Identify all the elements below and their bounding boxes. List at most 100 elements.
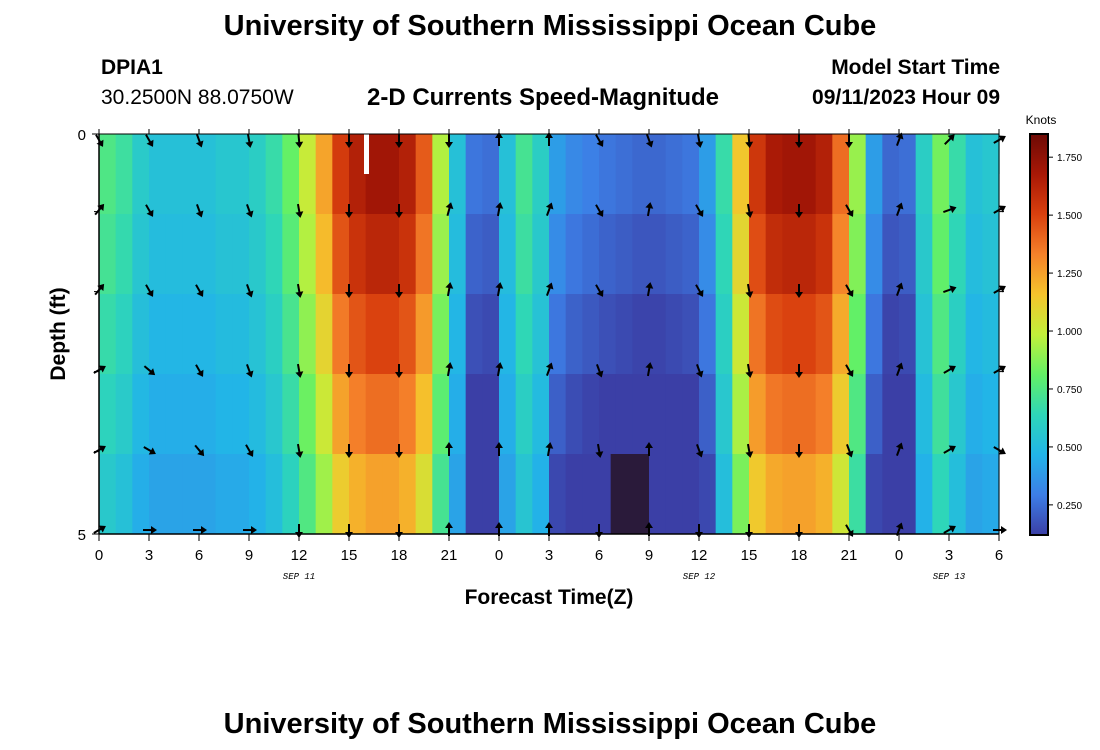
x-tick-label: 18: [391, 547, 408, 564]
heatmap-cell: [465, 214, 483, 294]
heatmap-cell: [465, 134, 483, 214]
heatmap-cell: [282, 374, 300, 454]
heatmap-cell: [899, 374, 917, 454]
heatmap-cell: [882, 374, 900, 454]
current-vectors: [93, 132, 1007, 538]
x-tick-label: 9: [645, 547, 653, 564]
heatmap-cell: [549, 454, 567, 534]
x-tick-label: 21: [441, 547, 458, 564]
heatmap-cell: [565, 294, 583, 374]
heatmap-cell: [449, 214, 467, 294]
current-vector-arrow: [195, 134, 204, 148]
colorbar-tick-label: 1.500: [1057, 211, 1082, 222]
current-vector-arrow: [445, 134, 453, 148]
heatmap-cell: [532, 374, 550, 454]
heatmap-cell: [182, 134, 200, 214]
heatmap-cell: [965, 134, 983, 214]
colorbar-tick-label: 1.750: [1057, 153, 1082, 164]
heatmap-cell: [849, 214, 867, 294]
current-vector-arrow: [645, 282, 654, 297]
heatmap-cell: [199, 214, 217, 294]
heatmap-cell: [582, 134, 600, 214]
heatmap-cell: [665, 454, 683, 534]
heatmap-cell: [882, 294, 900, 374]
heatmap-cell: [665, 214, 683, 294]
heatmap-cell: [632, 374, 650, 454]
heatmap-cell: [332, 374, 350, 454]
x-tick-label: 15: [741, 547, 758, 564]
heatmap-cell: [332, 134, 350, 214]
heatmap-cell: [899, 454, 917, 534]
heatmap-cell: [732, 134, 750, 214]
heatmap-cell: [582, 294, 600, 374]
heatmap-cell: [649, 374, 667, 454]
heatmap-cell: [199, 374, 217, 454]
current-vector-arrow: [993, 526, 1007, 534]
date-label: SEP 13: [933, 572, 966, 582]
heatmap-cell: [982, 454, 1000, 534]
heatmap-cell: [915, 454, 933, 534]
heatmap-cell: [582, 454, 600, 534]
current-vector-arrow: [194, 444, 205, 457]
heatmap-cell: [449, 134, 467, 214]
heatmap-cell: [682, 374, 700, 454]
current-vector-arrow: [143, 365, 156, 376]
heatmap-cell: [482, 294, 500, 374]
heatmap-cell: [382, 374, 400, 454]
heatmap-anomalies: [364, 134, 649, 534]
y-axis-label: Depth (ft): [47, 287, 70, 380]
current-vector-arrow: [943, 285, 957, 294]
colorbar-tick-label: 0.750: [1057, 385, 1082, 396]
heatmap-cell: [432, 134, 450, 214]
heatmap-cell: [215, 454, 233, 534]
heatmap-cell: [799, 454, 817, 534]
heatmap-cell: [615, 374, 633, 454]
heatmap-cell: [782, 374, 800, 454]
current-vector-arrow: [195, 284, 204, 297]
current-vector-arrow: [345, 444, 353, 458]
heatmap-cell: [949, 134, 967, 214]
heatmap-cell: [249, 134, 267, 214]
heatmap-cell: [199, 294, 217, 374]
current-vector-arrow: [845, 444, 854, 458]
current-vector-arrow: [645, 442, 653, 456]
x-tick-label: 6: [995, 547, 1003, 564]
heatmap-cell: [699, 214, 717, 294]
current-vector-arrow: [695, 364, 704, 378]
current-vector-arrow: [145, 204, 154, 217]
current-vector-arrow: [943, 525, 956, 534]
heatmap-cell: [99, 374, 117, 454]
colorbar-unit-label: Knots: [1026, 113, 1057, 127]
heatmap-cell: [899, 214, 917, 294]
current-vector-arrow: [845, 134, 853, 148]
current-vector-arrow: [795, 134, 803, 148]
x-tick-label: 12: [291, 547, 308, 564]
heatmap-cell: [965, 454, 983, 534]
current-vector-arrow: [695, 284, 704, 297]
heatmap-cell: [749, 134, 767, 214]
current-vector-arrow: [795, 444, 803, 458]
current-vector-arrow: [993, 135, 1006, 144]
heatmap-cell: [232, 294, 250, 374]
heatmap-cell: [215, 214, 233, 294]
heatmap-cell: [382, 294, 400, 374]
heatmap-cell: [165, 454, 183, 534]
heatmap-cell: [282, 294, 300, 374]
heatmap-cell: [765, 454, 783, 534]
heatmap-cell: [865, 214, 883, 294]
heatmap-cell: [449, 454, 467, 534]
colorbar-tick-label: 1.250: [1057, 269, 1082, 280]
heatmap-cell: [365, 374, 383, 454]
heatmap-cell: [349, 454, 367, 534]
heatmap-cell: [232, 374, 250, 454]
heatmap-cell: [532, 294, 550, 374]
heatmap-cell: [115, 214, 133, 294]
heatmap-cell: [799, 374, 817, 454]
heatmap-cell: [682, 294, 700, 374]
current-vector-arrow: [93, 365, 106, 374]
heatmap-cell: [482, 374, 500, 454]
current-vector-arrow: [845, 284, 854, 297]
current-vector-arrow: [245, 364, 254, 378]
current-vector-arrow: [245, 284, 254, 298]
